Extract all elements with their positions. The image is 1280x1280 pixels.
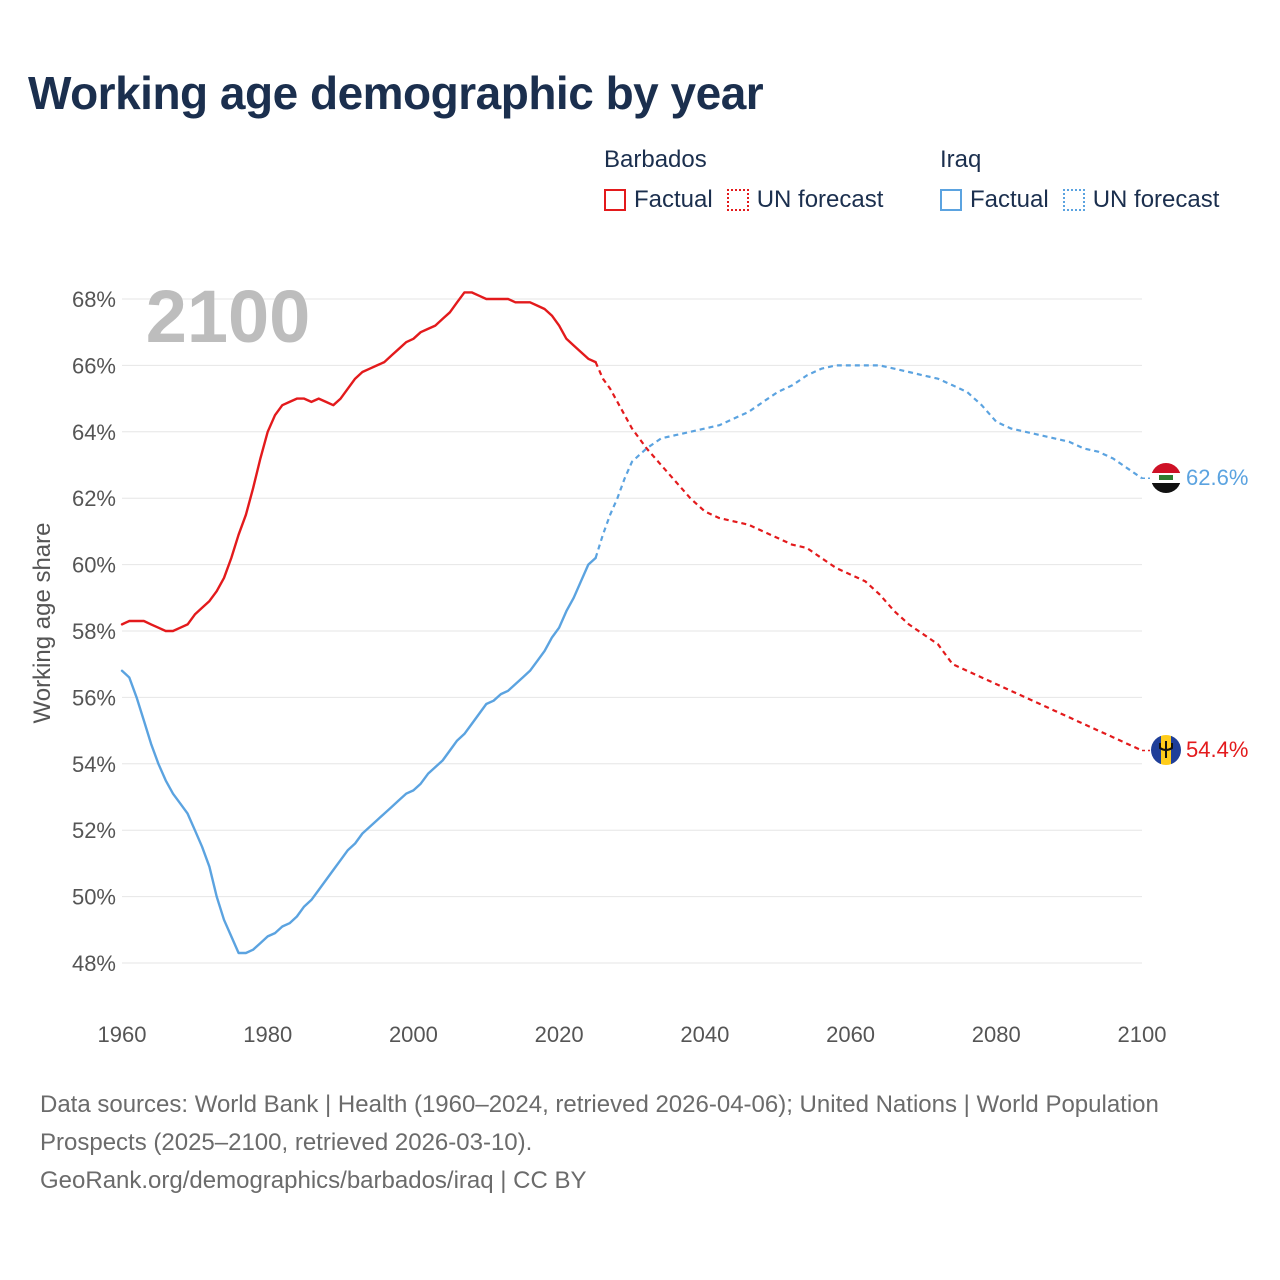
source-link[interactable]: GeoRank.org/demographics/barbados/iraq |… xyxy=(40,1167,587,1194)
legend-label: Factual xyxy=(970,186,1049,213)
iraq-flag-icon xyxy=(1151,463,1181,493)
x-tick-label: 1980 xyxy=(243,1022,292,1047)
legend-swatch-dotted xyxy=(726,189,749,211)
x-tick-label: 1960 xyxy=(98,1022,147,1047)
barbados-end-label: 54.4% xyxy=(1186,737,1248,762)
legend-swatch-solid xyxy=(940,189,962,211)
year-watermark: 2100 xyxy=(146,275,311,358)
y-tick-labels: 48% 50% 52% 54% 56% 58% 60% 62% 64% 66% 68% xyxy=(72,287,116,976)
barbados-factual-line xyxy=(120,291,597,633)
chart-title: Working age demographic by year xyxy=(28,67,764,119)
legend-barbados: Barbados Factual UN forecast xyxy=(604,144,897,214)
y-tick-label: 52% xyxy=(72,818,116,843)
y-tick-label: 54% xyxy=(72,752,116,777)
y-axis-label: Working age share xyxy=(29,523,56,724)
footer: Data sources: World Bank | Health (1960–… xyxy=(40,1086,1220,1200)
legend-country-barbados: Barbados xyxy=(604,146,707,173)
legend-iraq-forecast[interactable]: UN forecast xyxy=(1062,186,1220,214)
legend-label: UN forecast xyxy=(1092,186,1220,213)
y-tick-label: 66% xyxy=(72,353,116,378)
x-tick-label: 2020 xyxy=(535,1022,584,1047)
y-tick-label: 50% xyxy=(72,885,116,910)
iraq-end-label: 62.6% xyxy=(1186,465,1248,490)
legend-barbados-factual[interactable]: Factual xyxy=(604,186,713,214)
grid-lines xyxy=(122,298,1142,964)
x-tick-label: 2080 xyxy=(972,1022,1021,1047)
y-tick-label: 68% xyxy=(72,287,116,312)
legend-iraq-factual[interactable]: Factual xyxy=(940,186,1049,214)
y-tick-label: 58% xyxy=(72,619,116,644)
series-lines xyxy=(120,291,1150,955)
y-tick-label: 48% xyxy=(72,951,116,976)
y-tick-label: 60% xyxy=(72,553,116,578)
legend-swatch-dotted xyxy=(1062,189,1085,211)
legend-iraq: Iraq Factual UN forecast xyxy=(940,144,1233,214)
x-tick-label: 2040 xyxy=(680,1022,729,1047)
iraq-factual-line xyxy=(120,556,597,955)
x-tick-label: 2060 xyxy=(826,1022,875,1047)
barbados-flag-icon xyxy=(1151,735,1181,765)
barbados-forecast-line xyxy=(594,361,1143,752)
legend-label: UN forecast xyxy=(756,186,884,213)
legend-label: Factual xyxy=(634,186,713,213)
x-tick-labels: 1960 1980 2000 2020 2040 2060 2080 2100 xyxy=(98,1022,1167,1047)
iraq-forecast-line xyxy=(594,364,1143,559)
line-chart: 2100 Working age share 48% 50% 52% 54% 56% 58… xyxy=(29,275,1248,1047)
legend-barbados-forecast[interactable]: UN forecast xyxy=(726,186,884,214)
y-tick-label: 62% xyxy=(72,486,116,511)
x-tick-label: 2000 xyxy=(389,1022,438,1047)
y-tick-label: 56% xyxy=(72,685,116,710)
y-tick-label: 64% xyxy=(72,420,116,445)
x-tick-label: 2100 xyxy=(1118,1022,1167,1047)
data-sources: Data sources: World Bank | Health (1960–… xyxy=(40,1091,1159,1156)
legend-swatch-solid xyxy=(604,189,626,211)
legend-country-iraq: Iraq xyxy=(940,146,982,173)
